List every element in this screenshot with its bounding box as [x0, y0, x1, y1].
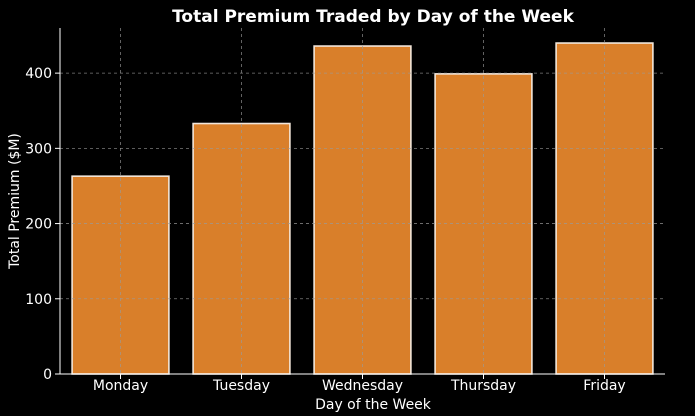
- x-tick-label: Tuesday: [212, 378, 270, 394]
- bar-tuesday: [192, 122, 291, 375]
- x-tick-label: Thursday: [450, 378, 516, 394]
- y-tick-label: 400: [25, 66, 52, 82]
- grid-overlay: [60, 28, 665, 374]
- y-tick-label: 200: [25, 217, 52, 233]
- y-axis-label: Total Premium ($M): [7, 133, 23, 270]
- axis-layer: 0 100 200 300 400 Monday Tuesday Wednesday Thurs…: [25, 28, 665, 394]
- y-tick-label: 100: [25, 292, 52, 308]
- text-layer: Total Premium Traded by Day of the Week …: [7, 7, 575, 413]
- x-axis-label: Day of the Week: [315, 397, 432, 413]
- x-tick-label: Friday: [583, 378, 625, 394]
- y-tick-label: 0: [43, 367, 52, 383]
- x-tick-label: Monday: [93, 378, 148, 394]
- y-tick-label: 300: [25, 141, 52, 157]
- x-tick-label: Wednesday: [322, 378, 403, 394]
- chart-title: Total Premium Traded by Day of the Week: [172, 7, 574, 27]
